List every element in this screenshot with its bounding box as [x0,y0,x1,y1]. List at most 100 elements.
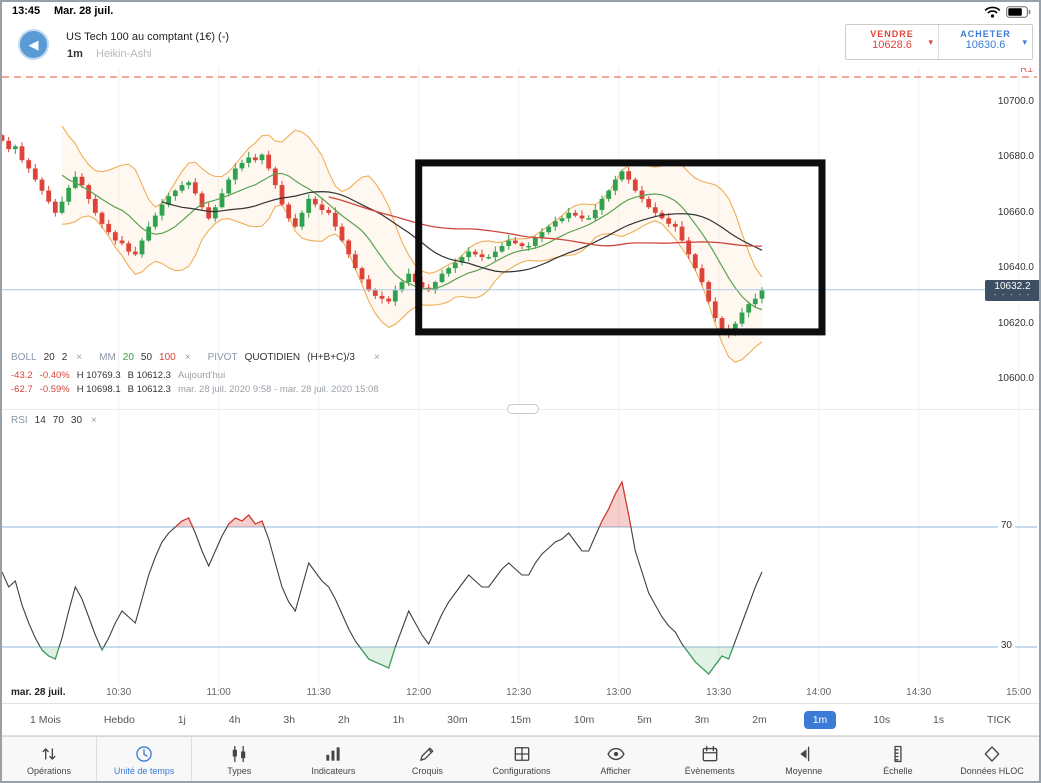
time-axis-date-label: mar. 28 juil. [11,687,66,698]
rsi-level-30-label: 30 [997,640,1015,651]
session-stats-row: -43.2 -0.40% H 10769.3 B 10612.3 Aujourd… [11,370,225,381]
current-price-badge: 10632.2 - - - - - [985,280,1039,301]
toolbar-configurations[interactable]: Configurations [474,737,568,781]
candlestick-icon [232,745,246,763]
pivot-r1-label: R1 [1020,64,1033,75]
ruler-icon [894,745,902,763]
price-axis-label: 10700.0 [997,96,1034,107]
pencil-icon [420,747,434,761]
status-bar: 13:45 Mar. 28 juil. [2,2,1039,22]
sell-label: VENDRE [870,29,914,39]
current-timeframe-label[interactable]: 1m [67,48,83,60]
panel-resize-handle[interactable] [507,404,539,414]
rsi-indicator-label: RSI [11,415,28,426]
remove-boll-icon[interactable]: × [76,352,83,363]
buy-price: 10630.6 [965,39,1006,51]
toolbar-croquis[interactable]: Croquis [380,737,474,781]
time-axis-label: 13:00 [606,687,632,698]
rsi-level-70-label: 70 [997,520,1015,531]
price-axis-label: 10640.0 [997,262,1034,274]
timeframe-10s[interactable]: 10s [873,713,891,726]
timeframe-2m[interactable]: 2m [752,713,767,726]
chart-header: ◀ US Tech 100 au comptant (1€) (-) 1m He… [2,22,1039,68]
timeframe-5m[interactable]: 5m [637,713,652,726]
mm20-period: 20 [122,352,134,363]
timeframe-1j[interactable]: 1j [177,713,186,726]
timeframe-30m[interactable]: 30m [447,713,468,726]
time-axis-label: 11:00 [206,687,231,698]
current-price-dashes: - - - - - [993,292,1032,299]
drawing-rectangle-annotation [415,159,826,336]
toolbar-operations[interactable]: Opérations [2,737,98,781]
rsi-upper-level: 70 [52,415,64,426]
remove-mm-icon[interactable]: × [184,352,191,363]
indicator-row: BOLL 20 2 × MM 20 50 100 × PIVOT QUOTIDI… [11,352,380,363]
time-axis-label: 11:30 [306,687,331,698]
remove-pivot-icon[interactable]: × [373,352,380,363]
rsi-panel [2,480,1037,675]
session-period: Aujourd'hui [177,370,226,381]
range-period: mar. 28 juil. 2020 9:58 - mar. 28 juil. … [177,384,379,395]
diamond-icon [984,746,1000,762]
toolbar-echelle[interactable]: Échelle [851,737,945,781]
price-axis-label: 10660.0 [997,206,1034,218]
timeframe-1m[interactable]: 1m [803,710,837,729]
session-high: H 10769.3 [76,370,121,381]
buy-button[interactable]: ACHETER 10630.6 ▾ [939,25,1032,59]
deal-ticket: VENDRE 10628.6 ▾ ACHETER 10630.6 ▾ [845,24,1033,60]
toolbar-evenements[interactable]: Évènements [663,737,757,781]
time-axis-label: 12:30 [506,687,532,698]
sell-caret-icon: ▾ [928,37,933,47]
timeframe-15m[interactable]: 15m [510,713,531,726]
layout-grid-icon [514,747,529,761]
clock-icon [136,746,152,762]
wifi-icon [984,6,1001,18]
buy-label: ACHETER [960,29,1011,39]
timeframe-4h[interactable]: 4h [228,713,241,726]
mm100-period: 100 [159,352,176,363]
bottom-toolbar: Opérations Unité de temps Types Indicate… [2,736,1039,781]
timeframe-3h[interactable]: 3h [283,713,296,726]
change-percent: -0.40% [39,370,70,381]
timeframe-1-mois[interactable]: 1 Mois [30,713,61,726]
bar-chart-icon [326,747,340,761]
boll-dev: 2 [61,352,68,363]
rsi-lower-level: 30 [70,415,83,426]
timeframe-3m[interactable]: 3m [694,713,710,726]
toolbar-donnees-hloc[interactable]: Données HLOC [945,737,1039,781]
boll-period: 20 [43,352,55,363]
eye-icon [607,747,625,761]
pivot-formula: (H+B+C)/3 [307,352,355,363]
time-axis-label: 14:00 [806,687,832,698]
time-axis: mar. 28 juil. 10:30 11:00 11:30 12:00 12:30 1… [2,687,1039,703]
session-low: B 10612.3 [127,370,171,381]
battery-icon [1006,6,1031,18]
buy-caret-icon: ▾ [1022,37,1027,47]
toolbar-indicateurs[interactable]: Indicateurs [286,737,380,781]
timeframe-2h[interactable]: 2h [337,713,350,726]
time-axis-label: 14:30 [906,687,932,698]
time-axis-label: 13:30 [706,687,732,698]
chart-style-label[interactable]: Heikin-Ashi [96,48,152,60]
price-axis-label: 10680.0 [997,151,1034,163]
price-axis-label: 10620.0 [997,317,1034,329]
toolbar-types[interactable]: Types [192,737,286,781]
toolbar-moyenne[interactable]: Moyenne [757,737,851,781]
timeframe-1h[interactable]: 1h [392,713,405,726]
toolbar-afficher[interactable]: Afficher [569,737,663,781]
back-button[interactable]: ◀ [18,29,49,60]
mm-indicator-label: MM [99,352,116,363]
toolbar-unite-de-temps[interactable]: Unité de temps [97,737,193,781]
range-low: B 10612.3 [127,384,171,395]
remove-rsi-icon[interactable]: × [91,415,97,426]
instrument-title[interactable]: US Tech 100 au comptant (1€) (-) [66,31,230,43]
time-axis-label: 12:00 [406,687,432,698]
timeframe-1s[interactable]: 1s [933,713,945,726]
sell-button[interactable]: VENDRE 10628.6 ▾ [846,25,939,59]
range-stats-row: -62.7 -0.59% H 10698.1 B 10612.3 mar. 28… [11,384,379,395]
timeframe-tick[interactable]: TICK [987,713,1011,726]
timeframe-hebdo[interactable]: Hebdo [103,713,135,726]
timeframe-10m[interactable]: 10m [573,713,595,726]
